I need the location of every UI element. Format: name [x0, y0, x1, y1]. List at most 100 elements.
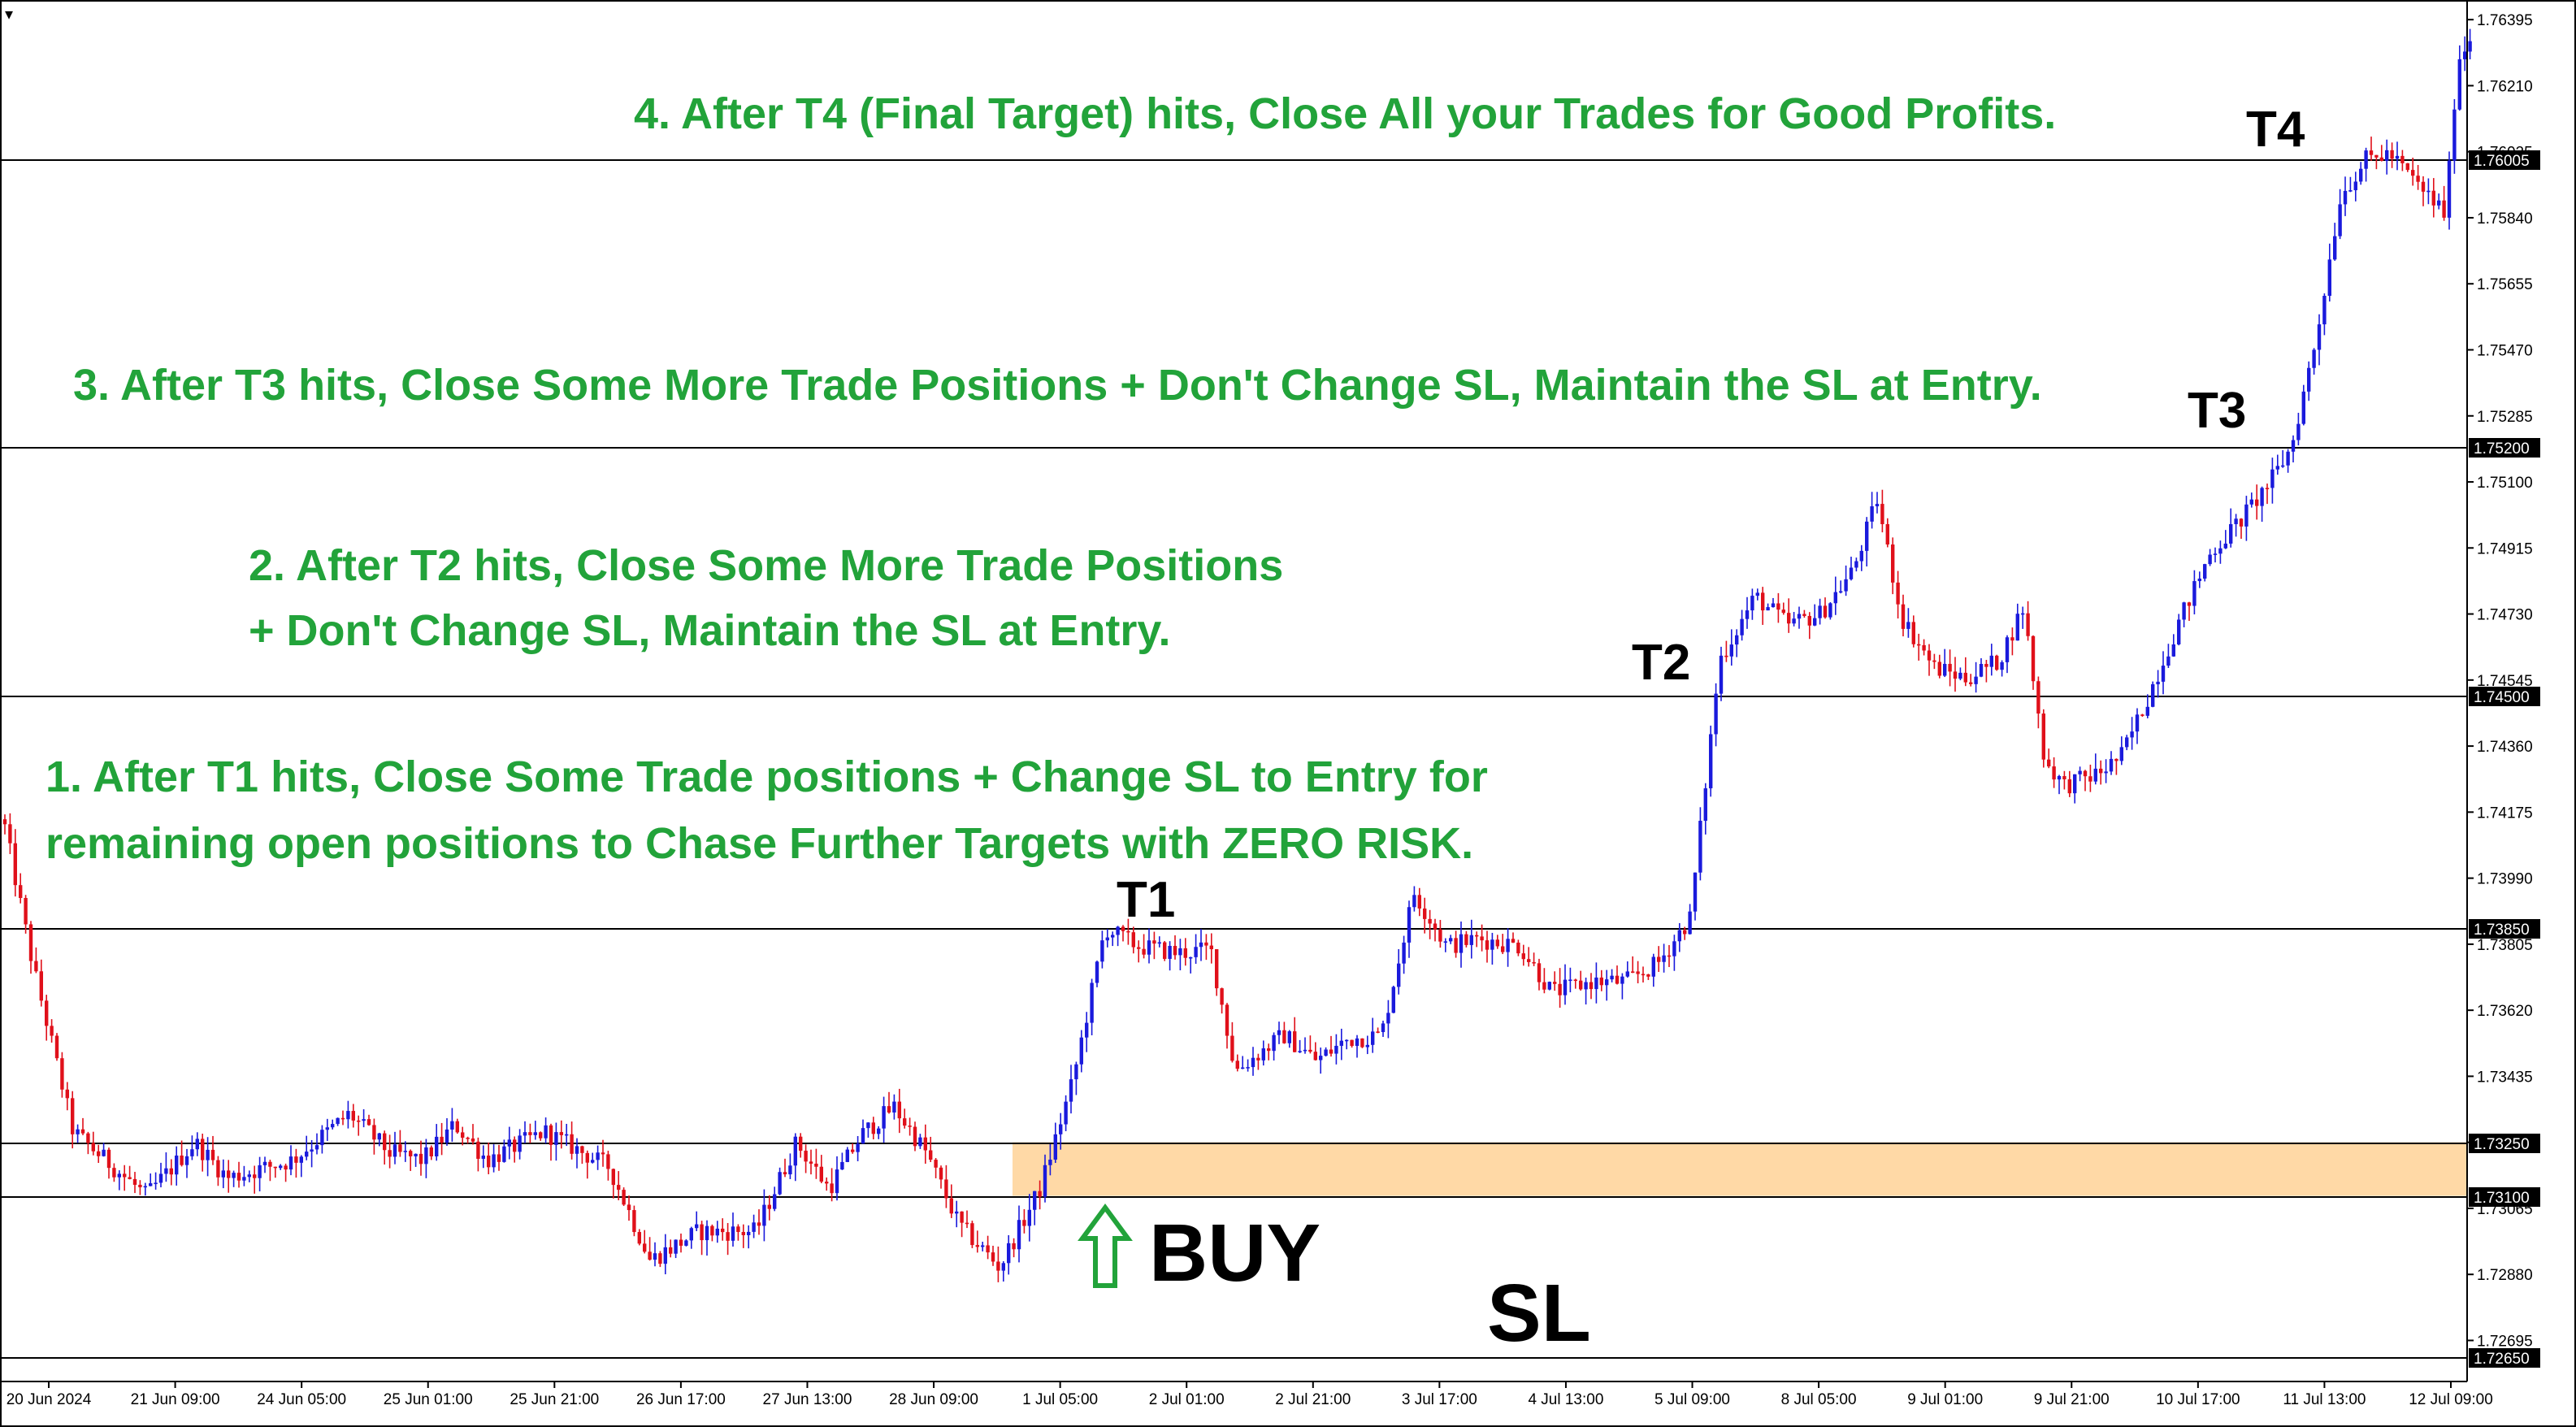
- symbol-menu-icon[interactable]: ▾: [5, 6, 13, 24]
- candle-body: [871, 1122, 875, 1134]
- candle-body: [175, 1155, 179, 1175]
- candle-body: [1256, 1057, 1260, 1060]
- candle-body: [2291, 440, 2296, 452]
- candle-body: [1506, 939, 1510, 952]
- candle-body: [1963, 672, 1967, 683]
- candle-body: [1225, 1004, 1229, 1036]
- candle-body: [2229, 523, 2233, 544]
- candle-body: [1958, 672, 1962, 679]
- candle-body: [1038, 1191, 1042, 1197]
- candle-body: [747, 1231, 751, 1235]
- candle-body: [418, 1153, 423, 1165]
- candle-body: [2385, 150, 2389, 161]
- candle-body: [1287, 1031, 1291, 1043]
- candle-body: [2447, 160, 2452, 218]
- candle-body: [50, 1026, 54, 1036]
- candle-body: [2348, 190, 2353, 192]
- time-tick-label: 4 Jul 13:00: [1528, 1391, 1603, 1408]
- price-tick-label: 1.75100: [2477, 475, 2533, 492]
- candle-body: [1022, 1220, 1026, 1226]
- candle-body: [2, 819, 7, 825]
- candle-body: [1688, 911, 1692, 935]
- candle-body: [970, 1223, 974, 1246]
- candle-body: [1719, 655, 1724, 694]
- candle-body: [861, 1128, 865, 1144]
- candle-body: [554, 1132, 558, 1145]
- candle-body: [1755, 592, 1759, 596]
- candle-body: [1308, 1049, 1312, 1052]
- candle-body: [533, 1132, 537, 1135]
- candle-body: [627, 1204, 631, 1211]
- candle-body: [1573, 979, 1577, 982]
- candle-body: [929, 1150, 933, 1160]
- candle-body: [2088, 776, 2092, 782]
- candle-body: [1527, 959, 1531, 962]
- candle-body: [268, 1161, 272, 1167]
- candle-body: [1714, 693, 1718, 735]
- candle-body: [388, 1150, 392, 1157]
- candle-body: [2275, 466, 2279, 470]
- candle-body: [669, 1247, 673, 1254]
- candle-body: [1501, 946, 1505, 952]
- candle-body: [1646, 974, 1650, 977]
- candle-body: [372, 1125, 376, 1140]
- candle-body: [1147, 940, 1151, 955]
- candle-body: [622, 1190, 626, 1205]
- label-t4: T4: [2246, 102, 2305, 158]
- candle-body: [1563, 979, 1568, 995]
- time-tick-label: 8 Jul 05:00: [1781, 1391, 1857, 1408]
- candle-body: [1365, 1044, 1369, 1047]
- candle-body: [2343, 190, 2348, 205]
- candle-body: [1137, 947, 1141, 949]
- candle-body: [1568, 979, 1572, 982]
- label-sl: SL: [1487, 1268, 1591, 1359]
- candle-body: [429, 1147, 433, 1156]
- candle-body: [1319, 1056, 1323, 1060]
- candle-body: [450, 1121, 454, 1130]
- candle-body: [2322, 295, 2327, 325]
- candle-body: [180, 1155, 184, 1165]
- candle-body: [1459, 934, 1464, 953]
- candle-body: [897, 1101, 901, 1119]
- candle-body: [1584, 982, 1588, 990]
- candle-body: [908, 1126, 912, 1127]
- candle-body: [28, 924, 33, 961]
- candle-body: [481, 1155, 485, 1159]
- candle-body: [1761, 592, 1765, 611]
- price-tick-label: 1.72695: [2477, 1333, 2533, 1350]
- candle-body: [221, 1170, 225, 1178]
- candle-body: [632, 1210, 636, 1233]
- candle-body: [663, 1247, 667, 1264]
- candle-body: [1537, 963, 1542, 982]
- candle-body: [939, 1167, 943, 1180]
- candle-body: [643, 1243, 647, 1252]
- candle-body: [1100, 940, 1104, 962]
- price-tick-label: 1.73620: [2477, 1003, 2533, 1020]
- candle-body: [1360, 1038, 1364, 1047]
- candle-body: [2249, 499, 2253, 505]
- candle-body: [1007, 1243, 1011, 1264]
- candle-body: [351, 1111, 355, 1121]
- candle-body: [1797, 614, 1802, 619]
- candle-body: [1792, 618, 1796, 624]
- candle-body: [1651, 956, 1655, 977]
- candle-body: [2400, 155, 2405, 163]
- candle-body: [1937, 661, 1941, 676]
- candle-body: [1631, 971, 1635, 974]
- label-t2: T2: [1632, 635, 1690, 691]
- candle-body: [773, 1194, 777, 1209]
- candle-body: [2171, 644, 2175, 657]
- candle-body: [1417, 895, 1421, 909]
- candle-body: [2379, 157, 2383, 161]
- candle-body: [814, 1163, 818, 1167]
- candle-body: [1766, 607, 1770, 611]
- candle-body: [637, 1232, 641, 1244]
- candle-body: [1142, 948, 1146, 955]
- candle-body: [1048, 1159, 1052, 1165]
- candle-body: [2333, 236, 2337, 260]
- candle-body: [1802, 614, 1806, 616]
- candle-body: [253, 1174, 257, 1178]
